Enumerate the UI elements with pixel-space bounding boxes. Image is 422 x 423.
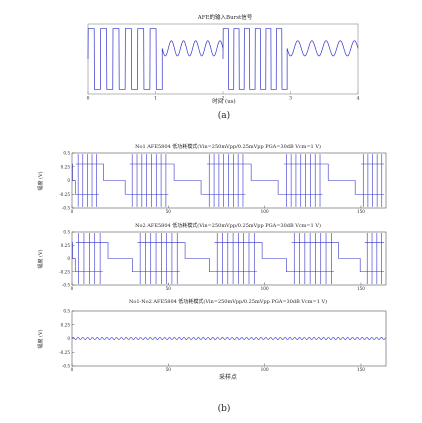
panel-b2-y-tick-label: 0 (67, 256, 70, 261)
panel-b3-y-tick-label: -0.25 (59, 350, 70, 355)
panel-b2-x-ticks: 0 50 100 150 (71, 282, 365, 291)
panel-b3-y-tick-label: -0.5 (62, 364, 70, 369)
panel-a-x-tick-label: 4 (357, 96, 360, 102)
panel-b2: No2 AFE5804 低功耗模式(Vin=250mVpp/0.25mVpp P… (37, 222, 387, 291)
panel-b1: No1 AFE5804 低功耗模式(Vin=250mVpp/0.25mVpp P… (37, 143, 387, 214)
panel-a-burst-line (87, 28, 359, 90)
panel-b3-x-tick-label: 0 (71, 367, 74, 372)
panel-a-x-tick-label: 0 (87, 96, 90, 102)
panel-b3-y-tick-label: 0.25 (61, 322, 71, 327)
panel-b2-x-tick-label: 100 (261, 286, 269, 291)
panel-b3-x-ticks: 0 50 100 150 (71, 363, 365, 372)
panel-b1-y-tick-label: -0.25 (59, 192, 70, 197)
panel-b3-title: No1-No2 AFE5804 低功耗模式(Vin=250mVpp/0.25mV… (129, 298, 327, 305)
panel-b2-y-tick-label: -0.25 (59, 269, 70, 274)
panel-a-x-label: 时间 (us) (212, 97, 235, 105)
panel-a-title: AFE的输入Burst信号 (197, 13, 253, 21)
panel-b2-x-tick-label: 50 (166, 286, 172, 291)
panel-b3-frame (71, 310, 387, 367)
panel-b1-x-ticks: 0 50 100 150 (71, 205, 365, 214)
panel-a-x-tick-label: 2 (222, 96, 225, 102)
panel-b3-y-label: 幅度 (V) (37, 329, 44, 348)
panel-b2-x-tick-label: 150 (357, 286, 365, 291)
panel-b1-y-tick-label: 0.25 (61, 164, 71, 169)
panel-b3-difference-line (71, 337, 387, 340)
panel-b2-y-tick-label: 0.25 (61, 243, 71, 248)
panel-b1-y-tick-label: 0.5 (63, 151, 70, 156)
panel-a-x-tick-label: 1 (154, 96, 157, 102)
panel-b3-x-tick-label: 100 (261, 367, 269, 372)
panel-a: AFE的输入Burst信号 0 1 2 3 4 时间 (us) (87, 13, 360, 105)
panel-b1-x-tick-label: 150 (357, 209, 365, 214)
caption-a: (a) (218, 110, 230, 121)
panel-b1-y-tick-label: 0 (67, 178, 70, 183)
panel-a-x-tick-label: 3 (289, 96, 292, 102)
panel-b3-x-tick-label: 150 (357, 367, 365, 372)
panel-b3-y-tick-label: 0.5 (63, 309, 70, 314)
panel-b1-x-tick-label: 50 (166, 209, 172, 214)
panel-b2-signal-line (72, 233, 385, 284)
panel-b2-title: No2 AFE5804 低功耗模式(Vin=250mVpp/0.25mVpp P… (135, 222, 321, 229)
panel-b2-y-tick-label: 0.5 (63, 230, 70, 235)
panel-b3-x-tick-label: 50 (166, 367, 172, 372)
panel-b3: No1-No2 AFE5804 低功耗模式(Vin=250mVpp/0.25mV… (37, 298, 387, 381)
panel-b1-signal-line (72, 154, 385, 207)
panel-b1-y-label: 幅度 (V) (37, 171, 44, 190)
panel-b3-y-tick-label: 0 (67, 336, 70, 341)
panel-b1-x-tick-label: 100 (261, 209, 269, 214)
panel-a-x-ticks: 0 1 2 3 4 (87, 91, 360, 102)
panel-b1-title: No1 AFE5804 低功耗模式(Vin=250mVpp/0.25mVpp P… (135, 143, 321, 150)
panel-b2-y-label: 幅度 (V) (37, 249, 44, 268)
panel-b1-y-tick-label: -0.5 (62, 206, 70, 211)
panel-b3-y-ticks: -0.5 -0.25 0 0.25 0.5 (59, 309, 75, 369)
panel-b1-x-tick-label: 0 (71, 209, 74, 214)
panel-b3-x-label: 采样点 (219, 373, 237, 381)
panel-b2-y-tick-label: -0.5 (62, 283, 70, 288)
caption-b: (b) (218, 403, 231, 414)
panel-b2-x-tick-label: 0 (71, 286, 74, 291)
